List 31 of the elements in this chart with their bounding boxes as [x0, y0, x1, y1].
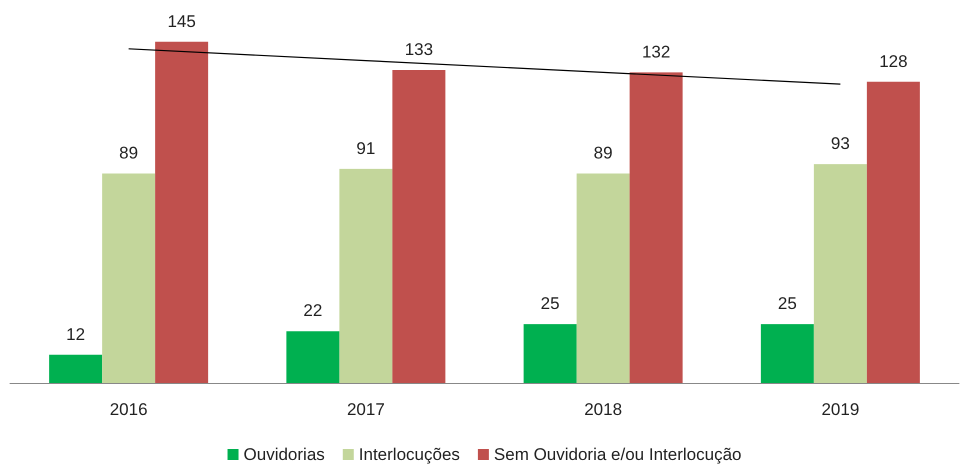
bar [814, 164, 867, 383]
x-tick-label: 2018 [584, 400, 622, 419]
bar [866, 82, 920, 383]
legend-label: Sem Ouvidoria e/ou Interlocução [494, 445, 742, 464]
bar [524, 324, 577, 383]
bar [630, 72, 683, 383]
data-label: 128 [879, 52, 908, 71]
data-label: 89 [119, 144, 138, 163]
data-label: 91 [356, 138, 376, 158]
data-label: 133 [404, 40, 434, 60]
data-label: 25 [540, 294, 560, 314]
bar [760, 324, 814, 383]
x-tick-label: 2019 [821, 400, 860, 419]
data-label: 12 [66, 324, 86, 344]
data-label: 145 [167, 12, 196, 31]
x-tick-label: 2017 [346, 400, 385, 419]
bar [339, 168, 392, 383]
data-label: 132 [642, 42, 670, 62]
legend-label: Ouvidorias [244, 445, 325, 464]
x-tick-label: 2016 [110, 400, 148, 419]
data-label: 93 [830, 134, 850, 154]
data-label: 89 [594, 144, 613, 163]
data-label: 25 [778, 294, 797, 314]
bar [286, 331, 340, 383]
bar [576, 174, 630, 383]
bar [392, 70, 446, 383]
bar [102, 174, 156, 383]
bar [155, 42, 208, 383]
data-label: 22 [303, 301, 322, 320]
legend-label: Interlocuções [358, 445, 460, 464]
bar [49, 354, 102, 383]
